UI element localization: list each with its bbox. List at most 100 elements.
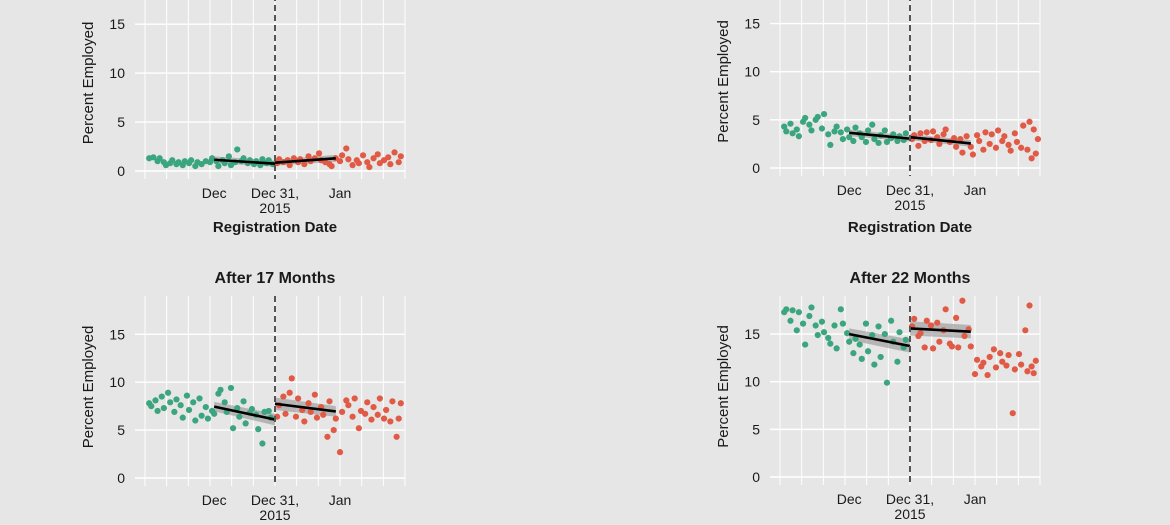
data-point-after — [986, 353, 993, 361]
plot-area — [770, 296, 1041, 485]
data-point-after — [929, 345, 937, 352]
x-tick-label-line: Dec — [837, 182, 862, 198]
data-point-before — [820, 110, 828, 118]
y-tick-label: 15 — [744, 16, 760, 32]
x-tick-label-line: Dec — [202, 492, 227, 508]
data-point-after — [387, 161, 394, 168]
data-point-after — [387, 418, 394, 425]
data-point-before — [827, 340, 834, 347]
data-point-after — [355, 425, 362, 432]
data-point-after — [290, 155, 297, 162]
data-point-after — [940, 131, 947, 138]
chart-panel-2: 0 5 10 15 Dec Dec 31, 2015 Jan Percent Employed R… — [715, 0, 1042, 236]
x-tick-label: Dec — [202, 185, 227, 201]
y-tick-label: 10 — [109, 65, 125, 81]
data-point-after — [349, 162, 356, 169]
data-point-before — [248, 405, 256, 413]
x-tick-label-line: Jan — [329, 185, 352, 201]
data-point-after — [921, 344, 928, 351]
data-point-after — [351, 395, 358, 402]
data-point-before — [802, 114, 809, 122]
data-point-after — [366, 163, 373, 171]
y-axis-label: Percent Employed — [80, 326, 97, 449]
data-point-before — [211, 410, 218, 417]
x-tick-label: Dec — [837, 182, 862, 198]
data-point-after — [336, 158, 344, 165]
y-axis-label: Percent Employed — [80, 22, 97, 145]
y-tick-label: 15 — [109, 326, 125, 342]
data-point-after — [324, 433, 331, 440]
data-point-before — [190, 399, 197, 406]
data-point-before — [177, 402, 184, 409]
y-tick-label: 0 — [117, 163, 125, 179]
data-point-before — [167, 399, 174, 406]
data-point-before — [827, 141, 834, 148]
data-point-after — [923, 317, 930, 324]
y-tick-label: 0 — [752, 160, 760, 176]
data-point-before — [221, 399, 228, 406]
x-tick-label-line: Jan — [964, 491, 987, 507]
chart-panel-1: 0 5 10 15 Dec Dec 31, 2015 Jan Percent Employed R… — [80, 0, 406, 236]
data-point-after — [988, 131, 995, 138]
data-point-before — [839, 136, 847, 143]
data-point-after — [1013, 138, 1021, 146]
data-point-before — [265, 157, 272, 164]
data-point-before — [242, 420, 249, 427]
data-point-before — [806, 312, 813, 320]
data-point-after — [1001, 133, 1008, 140]
data-point-before — [259, 440, 266, 447]
data-point-before — [173, 396, 180, 403]
data-point-after — [1020, 122, 1027, 129]
y-tick-label: 5 — [117, 422, 125, 438]
data-point-before — [795, 133, 802, 140]
data-point-after — [280, 393, 287, 400]
data-point-before — [215, 163, 222, 170]
data-point-after — [1028, 363, 1035, 370]
data-point-after — [997, 350, 1004, 357]
data-point-before — [171, 408, 178, 416]
data-point-after — [923, 129, 930, 136]
data-point-before — [148, 403, 155, 410]
data-point-after — [313, 414, 321, 421]
data-point-before — [185, 406, 193, 414]
data-point-after — [1032, 150, 1039, 157]
y-tick-label: 10 — [744, 64, 760, 80]
data-point-before — [793, 327, 800, 334]
data-point-after — [383, 406, 390, 414]
data-point-after — [917, 330, 924, 337]
data-point-after — [362, 410, 369, 417]
data-point-after — [282, 410, 289, 417]
data-point-after — [301, 161, 308, 168]
data-point-after — [950, 135, 958, 142]
data-point-after — [969, 151, 977, 158]
data-point-before — [789, 307, 796, 314]
data-point-after — [1005, 351, 1012, 359]
x-tick-label-line: Jan — [329, 492, 352, 508]
x-tick-label-line: Dec — [837, 491, 862, 507]
data-point-after — [1026, 118, 1033, 125]
data-point-after — [338, 408, 346, 416]
data-point-before — [227, 384, 235, 392]
x-tick-label: Jan — [329, 185, 352, 201]
data-point-before — [902, 130, 909, 137]
y-tick-label: 15 — [744, 326, 760, 342]
data-point-after — [957, 136, 964, 143]
data-point-before — [864, 127, 872, 134]
data-point-before — [894, 137, 901, 145]
data-point-before — [839, 320, 847, 327]
x-tick-label-line: Dec — [202, 185, 227, 201]
chart-title: After 22 Months — [850, 270, 971, 287]
data-point-before — [802, 341, 809, 348]
data-point-before — [799, 320, 807, 327]
data-point-after — [1007, 147, 1014, 154]
x-tick-label: Dec 31, 2015 — [251, 185, 299, 216]
x-tick-label: Dec 31, 2015 — [886, 491, 934, 520]
data-point-before — [169, 157, 176, 164]
data-point-before — [877, 353, 884, 361]
data-point-after — [370, 404, 377, 411]
data-point-after — [984, 371, 991, 379]
data-point-before — [862, 320, 870, 327]
data-point-before — [795, 309, 802, 316]
fit-line-before — [214, 158, 276, 165]
data-point-after — [364, 159, 371, 166]
